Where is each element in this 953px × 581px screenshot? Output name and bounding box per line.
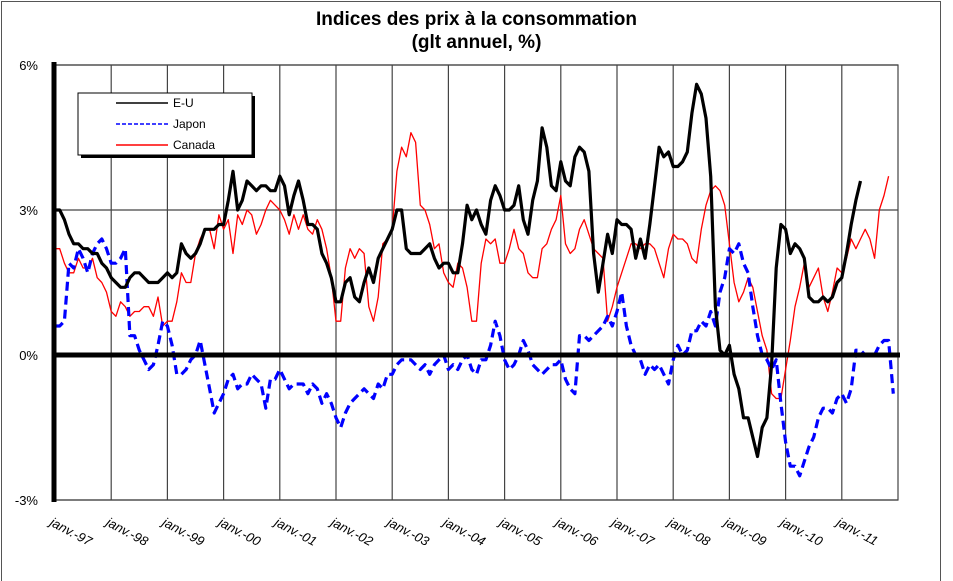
x-tick-label: janv.-09 (720, 513, 769, 548)
x-tick-label: janv.-11 (833, 513, 881, 548)
x-tick-label: janv.-98 (102, 513, 151, 549)
y-axis-ticks: 6% 3% 0% -3% (15, 58, 39, 508)
y-tick-label: 3% (19, 203, 38, 218)
x-tick-label: janv.-08 (664, 513, 713, 549)
y-tick-label: 0% (19, 348, 38, 363)
series-line-canada (55, 132, 890, 400)
series-line-japon (55, 237, 895, 478)
x-tick-label: janv.-99 (158, 513, 207, 548)
x-axis-ticks: janv.-97 janv.-98 janv.-99 janv.-00 janv.-01… (46, 513, 881, 549)
x-tick-label: janv.-07 (608, 513, 657, 549)
x-tick-label: janv.-00 (214, 513, 263, 549)
legend-label: Japon (173, 117, 206, 131)
chart-title: Indices des prix à la consommation (glt … (0, 8, 953, 54)
y-tick-label: 6% (19, 58, 38, 73)
chart-subtitle: (glt annuel, %) (411, 32, 542, 53)
x-tick-label: janv.-10 (776, 513, 825, 549)
axes (51, 62, 900, 502)
x-tick-label: janv.-02 (327, 513, 376, 549)
chart-title-line1: Indices des prix à la consommation (316, 9, 637, 30)
legend-label: E-U (173, 96, 194, 110)
x-tick-label: janv.-04 (439, 513, 488, 548)
series-lines (55, 82, 895, 478)
series-line-eu (55, 82, 863, 459)
x-tick-label: janv.-97 (46, 513, 95, 549)
x-tick-label: janv.-03 (383, 513, 432, 549)
x-tick-label: janv.-06 (552, 513, 601, 549)
y-tick-label: -3% (15, 493, 39, 508)
legend-label: Canada (173, 138, 215, 152)
legend: E-U Japon Canada (77, 92, 255, 158)
x-tick-label: janv.-05 (495, 513, 544, 549)
grid (54, 64, 899, 501)
x-tick-label: janv.-01 (271, 513, 320, 548)
